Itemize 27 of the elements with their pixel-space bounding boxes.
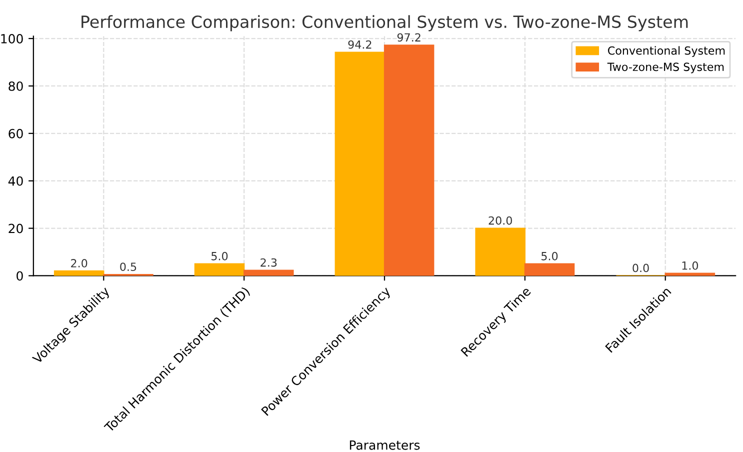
data-label: 0.5	[120, 262, 136, 271]
legend-label: Two-zone-MS System	[607, 62, 724, 74]
chart-title: Performance Comparison: Conventional System vs. Two-zone-MS System	[82, 15, 688, 32]
x-axis-title: Parameters	[350, 440, 420, 450]
data-label: 2.3	[260, 258, 277, 267]
bar	[524, 263, 575, 276]
bar	[334, 52, 386, 276]
y-tick-label: 100	[1, 34, 23, 44]
bar	[384, 44, 434, 276]
bar	[54, 270, 104, 276]
y-tick-label: 40	[8, 176, 23, 186]
legend-label: Conventional System	[608, 46, 725, 57]
y-tick-label: 20	[8, 224, 23, 234]
y-tick-label: 60	[8, 128, 23, 138]
bar	[475, 228, 526, 276]
data-label: 1.0	[682, 261, 698, 270]
data-label: 5.0	[212, 252, 228, 260]
data-label: 2.0	[71, 259, 88, 268]
data-label: 20.0	[488, 216, 512, 225]
bar	[194, 263, 245, 276]
data-label: 94.2	[348, 40, 372, 49]
data-label: 0.0	[632, 264, 649, 272]
bar	[244, 270, 294, 276]
y-tick-label: 0	[16, 271, 23, 281]
y-tick-label: 80	[8, 81, 23, 91]
data-label: 5.0	[542, 252, 558, 260]
data-label: 97.2	[397, 33, 420, 42]
